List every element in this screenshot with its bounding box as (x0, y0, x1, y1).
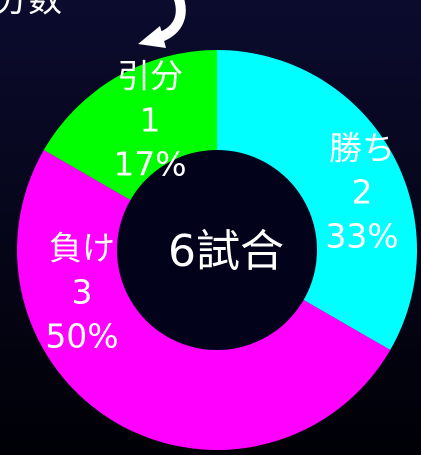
slice-name: 勝ち (329, 129, 395, 168)
slice-count: 1 (140, 101, 161, 140)
slice-percent: 33% (325, 217, 398, 256)
slice-percent: 17% (113, 145, 186, 184)
slice-count: 3 (72, 273, 93, 312)
slice-name: 負け (49, 229, 115, 268)
slice-percent: 50% (45, 317, 118, 356)
slice-name: 引分 (117, 57, 183, 96)
arrow-head (138, 26, 166, 48)
donut-hole (117, 150, 317, 350)
annotation: 分数 (0, 0, 62, 21)
slice-count: 2 (352, 173, 373, 212)
center-label: 6試合 (168, 226, 284, 277)
